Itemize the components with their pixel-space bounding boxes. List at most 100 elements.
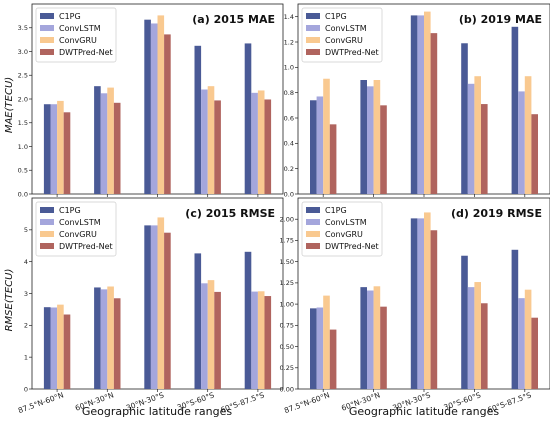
bar (461, 255, 468, 389)
legend-label: ConvGRU (325, 36, 363, 45)
y-axis-label-rmse: RMSE(TECU) (4, 269, 15, 332)
bar (100, 93, 108, 194)
y-tick-label: 1 (24, 353, 28, 361)
bar (467, 83, 475, 194)
bar (194, 45, 202, 194)
legend-label: C1PG (59, 12, 81, 21)
bar (373, 286, 381, 389)
bar (524, 289, 532, 389)
bar (107, 87, 114, 194)
bar (316, 307, 324, 389)
y-tick-label: 1.25 (280, 279, 294, 287)
bar (264, 99, 272, 194)
bar (57, 100, 64, 194)
panel-0: 0.0 0.5 1.0 1.5 2.0 2.5 3.0 3.5 (a) 2015 MAE C1PG… (18, 3, 284, 198)
legend: C1PG ConvLSTM ConvGRU DWTPred-Net (301, 201, 383, 257)
bar (43, 104, 51, 194)
y-tick-label: 2 (24, 322, 28, 330)
bar (531, 114, 538, 194)
bar (373, 80, 381, 194)
legend-swatch (40, 37, 54, 43)
y-tick-label: 0.25 (280, 364, 294, 372)
bar (380, 105, 387, 194)
y-tick-label: 1.00 (280, 300, 294, 308)
legend-box (35, 7, 117, 63)
y-tick-label: 0.75 (280, 322, 294, 330)
legend-swatch (40, 49, 54, 55)
bar (461, 43, 468, 195)
y-tick-label: 0.4 (284, 140, 294, 148)
legend-label: ConvGRU (59, 230, 97, 239)
bar (323, 78, 330, 194)
y-tick-label: 0 (24, 385, 28, 393)
bar (207, 280, 215, 389)
legend-swatch (306, 49, 320, 55)
bar (417, 218, 424, 389)
bar (164, 34, 171, 195)
y-tick-label: 4 (24, 258, 28, 266)
bar (63, 112, 71, 194)
bar (474, 282, 481, 389)
bar (50, 307, 58, 389)
bar (323, 295, 330, 389)
bar (360, 80, 367, 194)
bar (43, 307, 51, 389)
bar (113, 298, 121, 389)
legend-label: DWTPred-Net (325, 48, 379, 57)
y-tick-label: 3 (24, 290, 28, 298)
bar (380, 306, 387, 389)
legend: C1PG ConvLSTM ConvGRU DWTPred-Net (35, 7, 117, 63)
bar (467, 287, 475, 389)
bar (144, 19, 151, 194)
bar (430, 230, 438, 389)
bar (360, 287, 367, 389)
bar (57, 304, 64, 389)
y-tick-label: 0.00 (280, 385, 294, 393)
legend-label: ConvLSTM (325, 218, 367, 227)
y-tick-label: 0.2 (284, 165, 294, 173)
legend-label: ConvLSTM (59, 218, 101, 227)
bar (474, 76, 481, 194)
bar (257, 90, 265, 194)
legend-label: ConvLSTM (59, 24, 101, 33)
bar (518, 298, 525, 389)
legend-box (301, 201, 383, 257)
legend-swatch (306, 207, 320, 213)
bar (424, 212, 431, 389)
bar (94, 86, 101, 194)
y-tick-label: 2.0 (18, 95, 28, 103)
y-tick-label: 1.0 (18, 143, 28, 151)
legend-label: C1PG (325, 12, 347, 21)
legend-label: DWTPred-Net (59, 48, 113, 57)
panel-title: (c) 2015 RMSE (185, 207, 275, 220)
bar (150, 225, 158, 389)
x-tick-label: 87.5°N-60°N (17, 390, 65, 415)
legend-label: C1PG (59, 206, 81, 215)
y-tick-label: 5 (24, 226, 28, 234)
legend-label: DWTPred-Net (325, 242, 379, 251)
legend-swatch (40, 207, 54, 213)
bar (481, 104, 488, 194)
y-tick-label: 1.4 (284, 13, 294, 21)
bar (257, 291, 265, 389)
bar (430, 33, 438, 195)
bar (150, 23, 158, 194)
legend: C1PG ConvLSTM ConvGRU DWTPred-Net (35, 201, 117, 257)
y-tick-label: 1.50 (280, 258, 294, 266)
bar (316, 96, 324, 194)
y-tick-label: 1.75 (280, 237, 294, 245)
y-tick-label: 0.5 (18, 167, 28, 175)
bar (310, 308, 317, 389)
y-tick-label: 1.2 (284, 38, 294, 46)
bar (481, 303, 488, 389)
bar (424, 11, 431, 194)
bar (329, 329, 337, 389)
bar (244, 43, 252, 194)
bar (201, 89, 208, 194)
bar (511, 249, 519, 389)
y-tick-label: 0.50 (280, 343, 294, 351)
legend-swatch (40, 231, 54, 237)
bar (107, 286, 114, 389)
legend-swatch (306, 25, 320, 31)
